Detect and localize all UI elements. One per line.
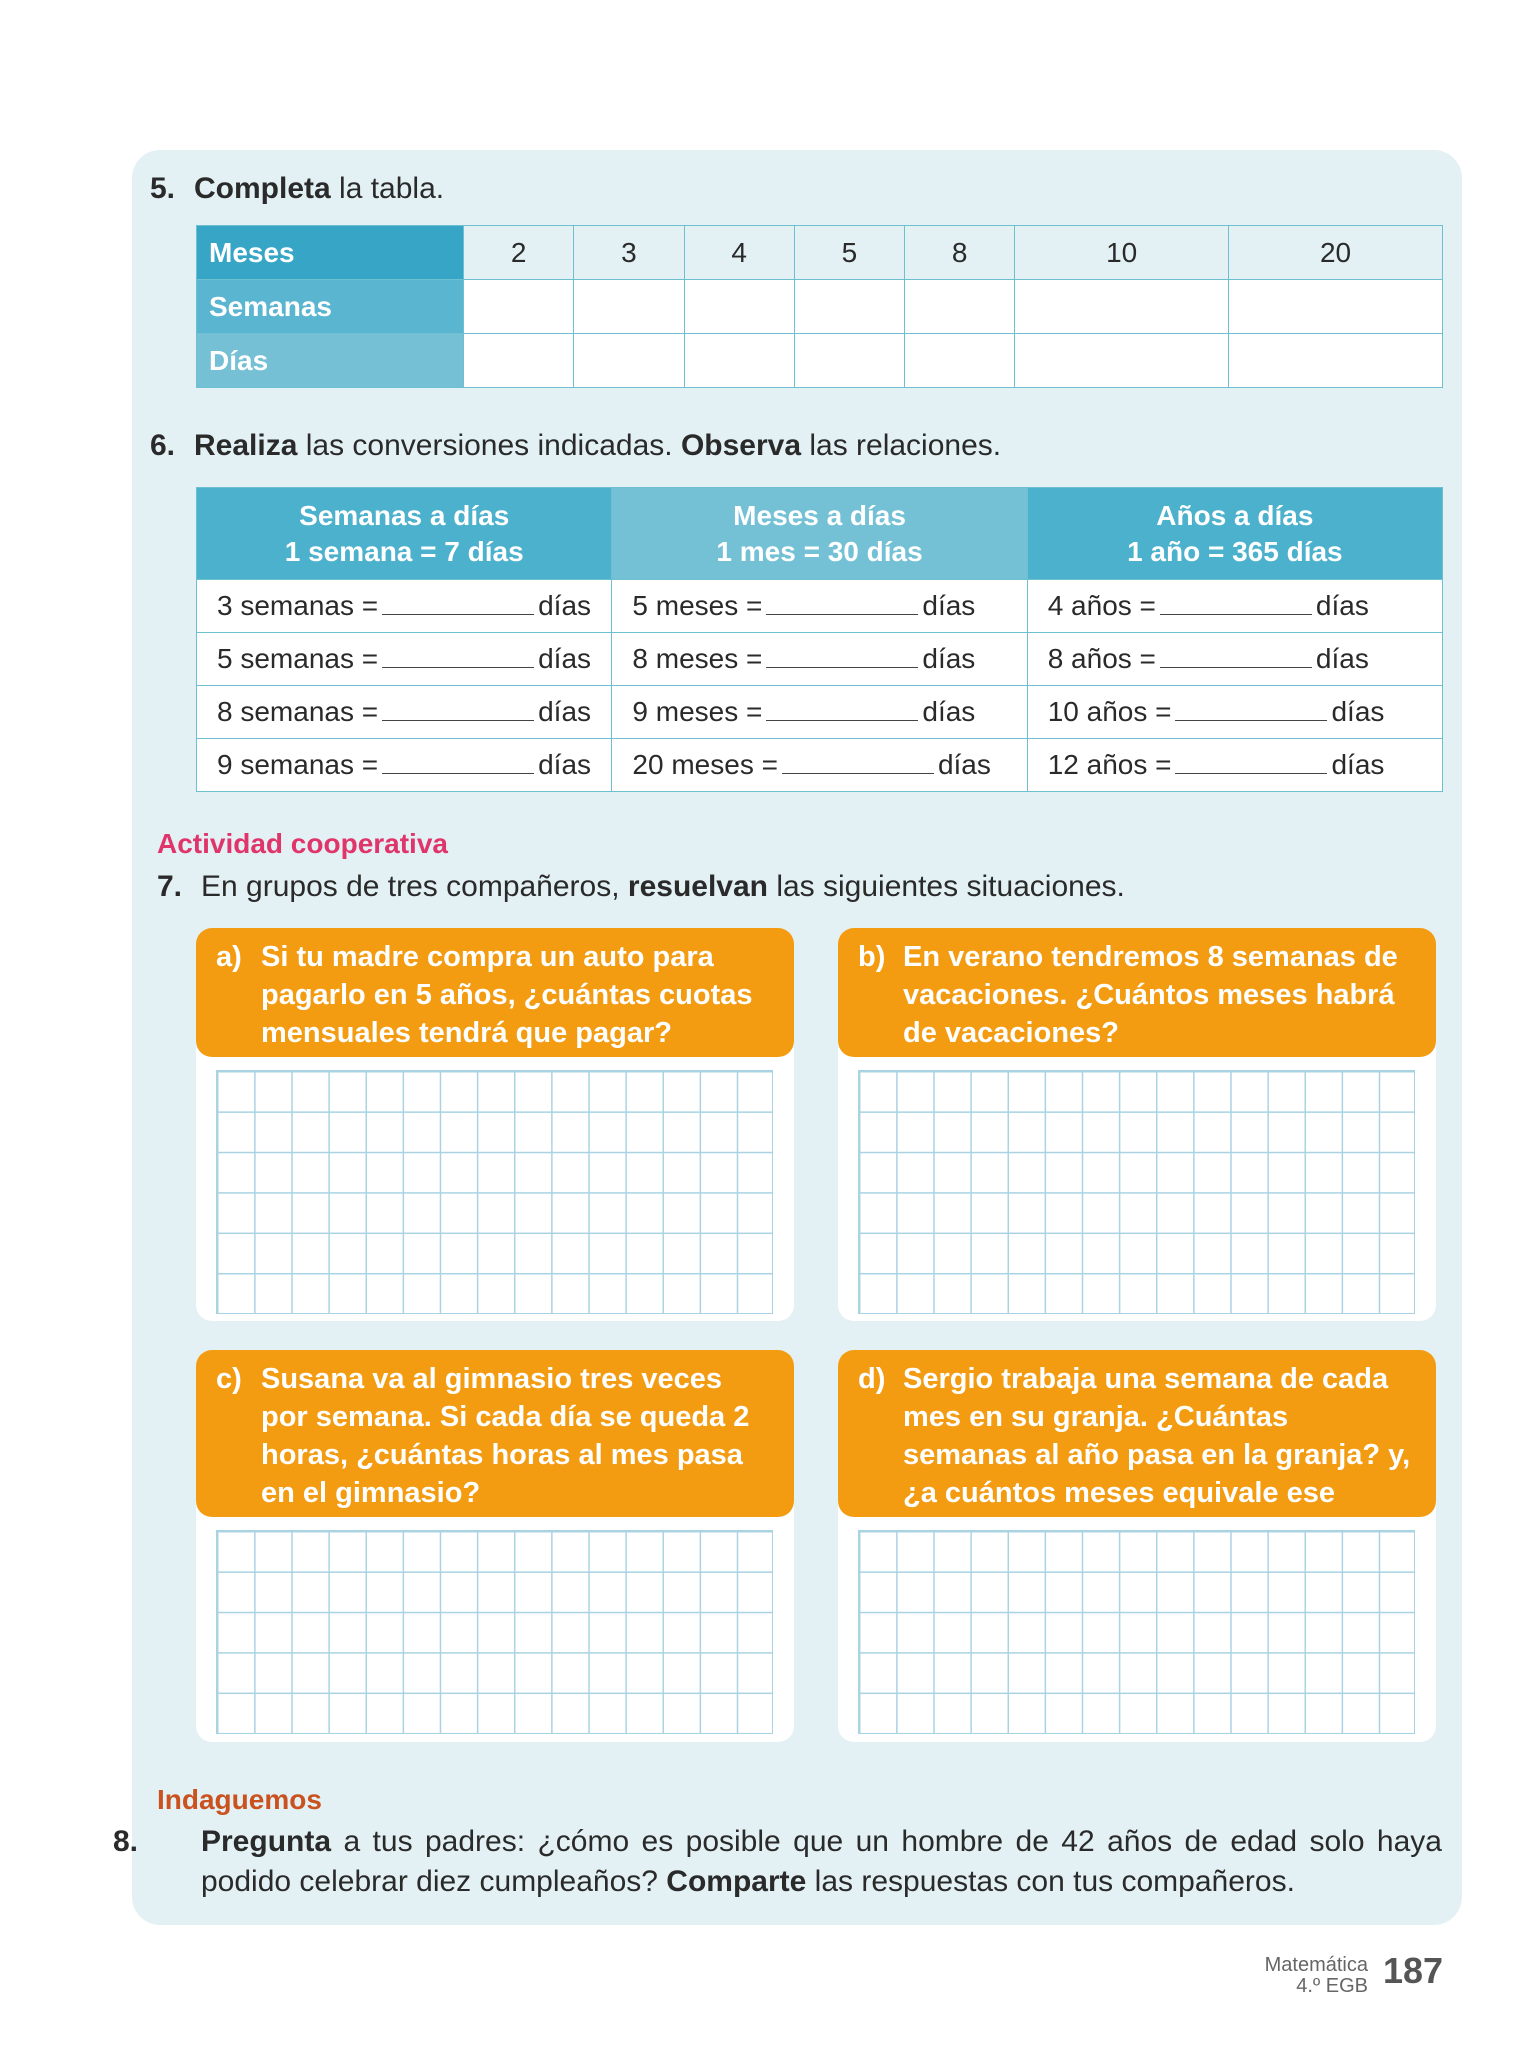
- table-cell: 4: [683, 225, 795, 280]
- conversion-cell: 20 meses = días: [611, 738, 1028, 792]
- problem-card-c: c) Susana va al gimnasio tres veces por s…: [196, 1350, 794, 1742]
- conversion-cell: 5 meses = días: [611, 579, 1028, 633]
- problem-header: b) En verano tendremos 8 semanas de vacac…: [838, 928, 1436, 1057]
- table-cell[interactable]: [683, 279, 795, 334]
- answer-blank[interactable]: [382, 699, 535, 721]
- table-cell[interactable]: [903, 333, 1016, 388]
- answer-blank[interactable]: [382, 646, 535, 668]
- answer-blank[interactable]: [1159, 593, 1312, 615]
- conversion-cell: 3 semanas = días: [195, 579, 613, 633]
- table-cell: 10: [1014, 225, 1230, 280]
- question-6: 6. Realiza las conversiones indicadas. Ob…: [150, 429, 1002, 462]
- conversion-cell: 5 semanas = días: [195, 632, 613, 686]
- table-cell[interactable]: [573, 333, 685, 388]
- table-row: 3 semanas = días 5 meses = días 4 años = días: [195, 579, 1444, 633]
- conversion-cell: 12 años = días: [1026, 738, 1444, 792]
- table-cell[interactable]: [1228, 333, 1443, 388]
- table-cell[interactable]: [462, 279, 575, 334]
- answer-blank[interactable]: [382, 593, 535, 615]
- page-number: 187: [1383, 1950, 1444, 1991]
- answer-blank[interactable]: [766, 646, 919, 668]
- conversion-cell: 9 semanas = días: [195, 738, 613, 792]
- problem-header: d) Sergio trabaja una semana de cada mes …: [838, 1350, 1436, 1547]
- column-header: Meses a días 1 mes = 30 días: [611, 487, 1028, 580]
- row-header: Semanas: [196, 279, 464, 334]
- problem-header: a) Si tu madre compra un auto para pagarl…: [196, 928, 794, 1057]
- answer-grid[interactable]: [858, 1530, 1415, 1734]
- table-cell[interactable]: [683, 333, 795, 388]
- header-row: Semanas a días 1 semana = 7 días Meses a d…: [195, 487, 1444, 580]
- table-cell[interactable]: [573, 279, 685, 334]
- table-cell: 5: [793, 225, 906, 280]
- conversion-cell: 10 años = días: [1026, 685, 1444, 739]
- problem-card-b: b) En verano tendremos 8 semanas de vacac…: [838, 928, 1436, 1321]
- months-table: Meses 2 3 4 5 8 10 20 Semanas Días: [196, 225, 1443, 388]
- table-cell: 8: [903, 225, 1016, 280]
- table-cell: 3: [573, 225, 685, 280]
- column-header: Semanas a días 1 semana = 7 días: [195, 487, 613, 580]
- answer-blank[interactable]: [766, 593, 919, 615]
- table-cell: 20: [1228, 225, 1443, 280]
- footer-subject: Matemática 4.º EGB: [1264, 1954, 1368, 1997]
- conversion-cell: 8 meses = días: [611, 632, 1028, 686]
- answer-grid[interactable]: [216, 1530, 773, 1734]
- table-row: 9 semanas = días 20 meses = días 12 años = dí…: [195, 738, 1444, 792]
- answer-grid[interactable]: [216, 1070, 773, 1314]
- row-header: Días: [196, 333, 464, 388]
- table-cell[interactable]: [462, 333, 575, 388]
- conversion-cell: 4 años = días: [1026, 579, 1444, 633]
- question-5: 5. Completa la tabla.: [150, 172, 445, 205]
- table-cell[interactable]: [793, 279, 906, 334]
- table-row: 5 semanas = días 8 meses = días 8 años = días: [195, 632, 1444, 686]
- answer-grid[interactable]: [858, 1070, 1415, 1314]
- table-cell: 2: [462, 225, 575, 280]
- answer-blank[interactable]: [766, 699, 919, 721]
- question-8: 8. Pregunta a tus padres: ¿cómo es posibl…: [113, 1825, 1442, 1898]
- problem-card-a: a) Si tu madre compra un auto para pagarl…: [196, 928, 794, 1321]
- table-cell[interactable]: [1014, 279, 1230, 334]
- row-header: Meses: [196, 225, 464, 280]
- answer-blank[interactable]: [1159, 646, 1312, 668]
- answer-blank[interactable]: [1175, 752, 1328, 774]
- table-cell[interactable]: [903, 279, 1016, 334]
- table-row: Meses 2 3 4 5 8 10 20: [196, 225, 1443, 280]
- column-header: Años a días 1 año = 365 días: [1026, 487, 1444, 580]
- table-cell[interactable]: [1014, 333, 1230, 388]
- question-7: 7. En grupos de tres compañeros, resuelva…: [157, 870, 1125, 903]
- answer-blank[interactable]: [1175, 699, 1328, 721]
- answer-blank[interactable]: [781, 752, 934, 774]
- problem-header: c) Susana va al gimnasio tres veces por s…: [196, 1350, 794, 1517]
- table-row: Semanas: [196, 279, 1443, 334]
- table-cell[interactable]: [793, 333, 906, 388]
- table-row: Días: [196, 333, 1443, 388]
- problem-card-d: d) Sergio trabaja una semana de cada mes …: [838, 1350, 1436, 1742]
- conversion-cell: 8 semanas = días: [195, 685, 613, 739]
- table-row: 8 semanas = días 9 meses = días 10 años = día…: [195, 685, 1444, 739]
- table-cell[interactable]: [1228, 279, 1443, 334]
- cooperative-activity-label: Actividad cooperativa: [157, 828, 448, 859]
- conversion-cell: 8 años = días: [1026, 632, 1444, 686]
- indaguemos-label: Indaguemos: [157, 1784, 322, 1815]
- conversion-table: Semanas a días 1 semana = 7 días Meses a d…: [195, 487, 1444, 792]
- answer-blank[interactable]: [382, 752, 535, 774]
- conversion-cell: 9 meses = días: [611, 685, 1028, 739]
